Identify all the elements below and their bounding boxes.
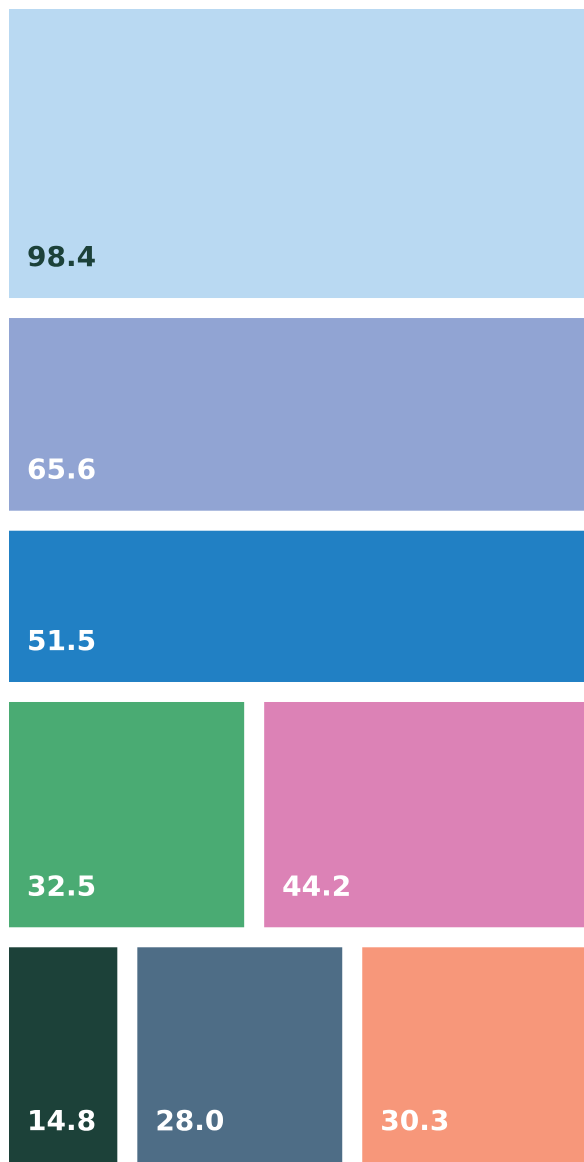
tile [137, 947, 343, 1162]
tile [9, 9, 584, 299]
tile [9, 318, 584, 511]
tile-label: 98.4 [27, 240, 96, 273]
tile-label: 14.8 [27, 1104, 96, 1137]
tile-label: 65.6 [27, 453, 96, 486]
tile-label: 44.2 [282, 869, 351, 902]
tile-label: 51.5 [27, 624, 96, 657]
tile [264, 701, 584, 928]
tile [9, 530, 584, 682]
tile [9, 947, 118, 1162]
tile-label: 32.5 [27, 869, 96, 902]
tile [9, 701, 245, 928]
tile [362, 947, 584, 1162]
tile-label: 28.0 [155, 1104, 224, 1137]
tile-label: 30.3 [380, 1104, 449, 1137]
